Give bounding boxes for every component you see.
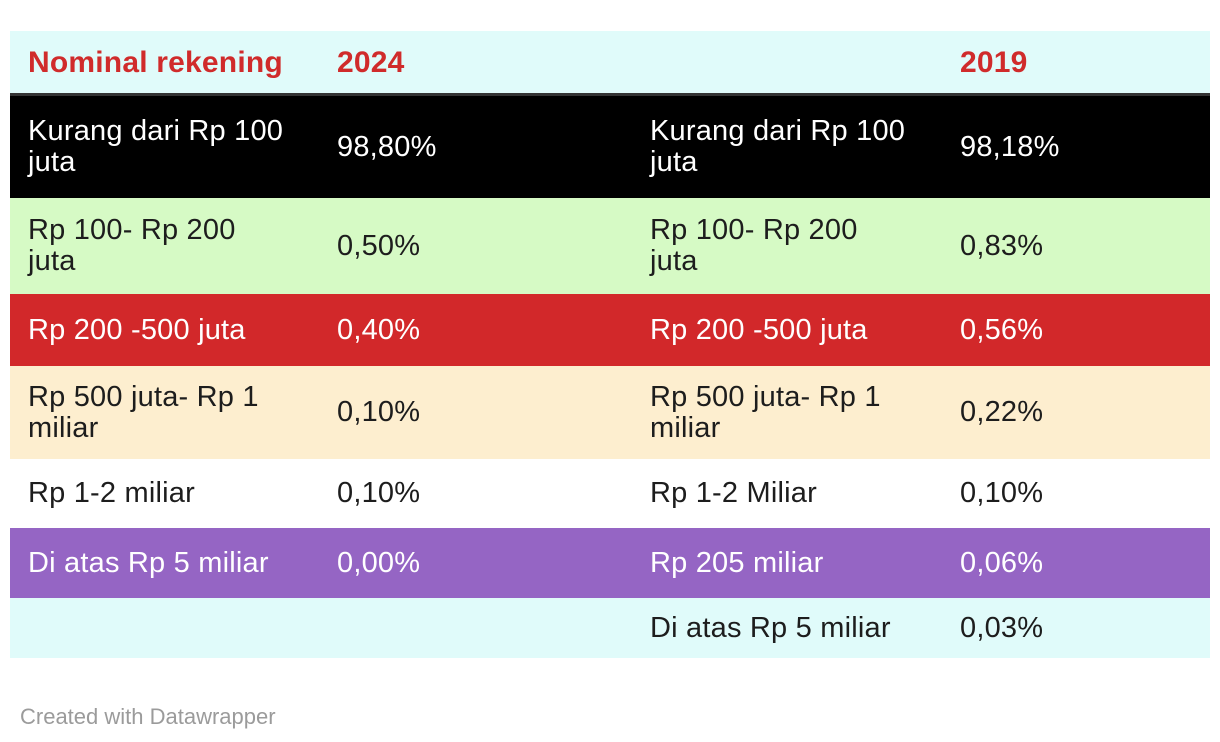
cell-label-2019: Rp 100- Rp 200 juta xyxy=(650,214,858,277)
cell-label-2019: Kurang dari Rp 100 juta xyxy=(650,115,906,178)
cell-value-2024: 98,80% xyxy=(337,130,437,163)
table-row: Di atas Rp 5 miliar 0,03% xyxy=(10,598,1210,658)
cell-value-2019: 0,06% xyxy=(960,546,1044,579)
cell-value-2024: 0,50% xyxy=(337,229,421,262)
table-row: Rp 200 -500 juta 0,40% Rp 200 -500 juta … xyxy=(10,294,1210,366)
cell-value-2019: 0,03% xyxy=(960,611,1044,644)
cell-label-2024 xyxy=(28,598,337,658)
nominal-rekening-table: Nominal rekening 2024 2019 Kurang dari R… xyxy=(10,31,1210,658)
cell-label-2024: Rp 500 juta- Rp 1 miliar xyxy=(28,380,259,444)
cell-label-2019: Rp 200 -500 juta xyxy=(650,313,868,346)
table-row: Kurang dari Rp 100 juta 98,80% Kurang da… xyxy=(10,93,1210,198)
table-row: Di atas Rp 5 miliar 0,00% Rp 205 miliar … xyxy=(10,528,1210,598)
cell-label-2019: Rp 500 juta- Rp 1 miliar xyxy=(650,380,881,444)
cell-label-2024: Di atas Rp 5 miliar xyxy=(28,546,269,579)
cell-label-2019: Rp 205 miliar xyxy=(650,546,824,579)
cell-label-2019: Di atas Rp 5 miliar xyxy=(650,611,891,644)
cell-label-2024: Rp 1-2 miliar xyxy=(28,477,195,509)
table-row: Rp 500 juta- Rp 1 miliar 0,10% Rp 500 ju… xyxy=(10,366,1210,459)
header-2024: 2024 xyxy=(337,45,405,79)
header-spacer xyxy=(650,31,960,93)
cell-label-2024: Rp 200 -500 juta xyxy=(28,313,246,346)
table-row: Rp 100- Rp 200 juta 0,50% Rp 100- Rp 200… xyxy=(10,198,1210,294)
cell-value-2019: 98,18% xyxy=(960,130,1060,163)
cell-label-2019: Rp 1-2 Miliar xyxy=(650,477,817,509)
cell-value-2024 xyxy=(337,598,650,658)
cell-value-2019: 0,10% xyxy=(960,477,1044,509)
datawrapper-credit-link[interactable]: Created with Datawrapper xyxy=(20,704,276,729)
header-2019: 2019 xyxy=(960,45,1028,79)
table-row: Rp 1-2 miliar 0,10% Rp 1-2 Miliar 0,10% xyxy=(10,459,1210,528)
cell-value-2019: 0,22% xyxy=(960,396,1044,428)
cell-value-2019: 0,83% xyxy=(960,229,1044,262)
cell-value-2024: 0,10% xyxy=(337,477,421,509)
cell-label-2024: Rp 100- Rp 200 juta xyxy=(28,214,236,277)
cell-value-2024: 0,00% xyxy=(337,546,421,579)
header-nominal-rekening: Nominal rekening xyxy=(28,45,283,79)
cell-value-2024: 0,40% xyxy=(337,313,421,346)
cell-label-2024: Kurang dari Rp 100 juta xyxy=(28,115,284,178)
cell-value-2019: 0,56% xyxy=(960,313,1044,346)
table-header-row: Nominal rekening 2024 2019 xyxy=(10,31,1210,93)
cell-value-2024: 0,10% xyxy=(337,396,421,428)
